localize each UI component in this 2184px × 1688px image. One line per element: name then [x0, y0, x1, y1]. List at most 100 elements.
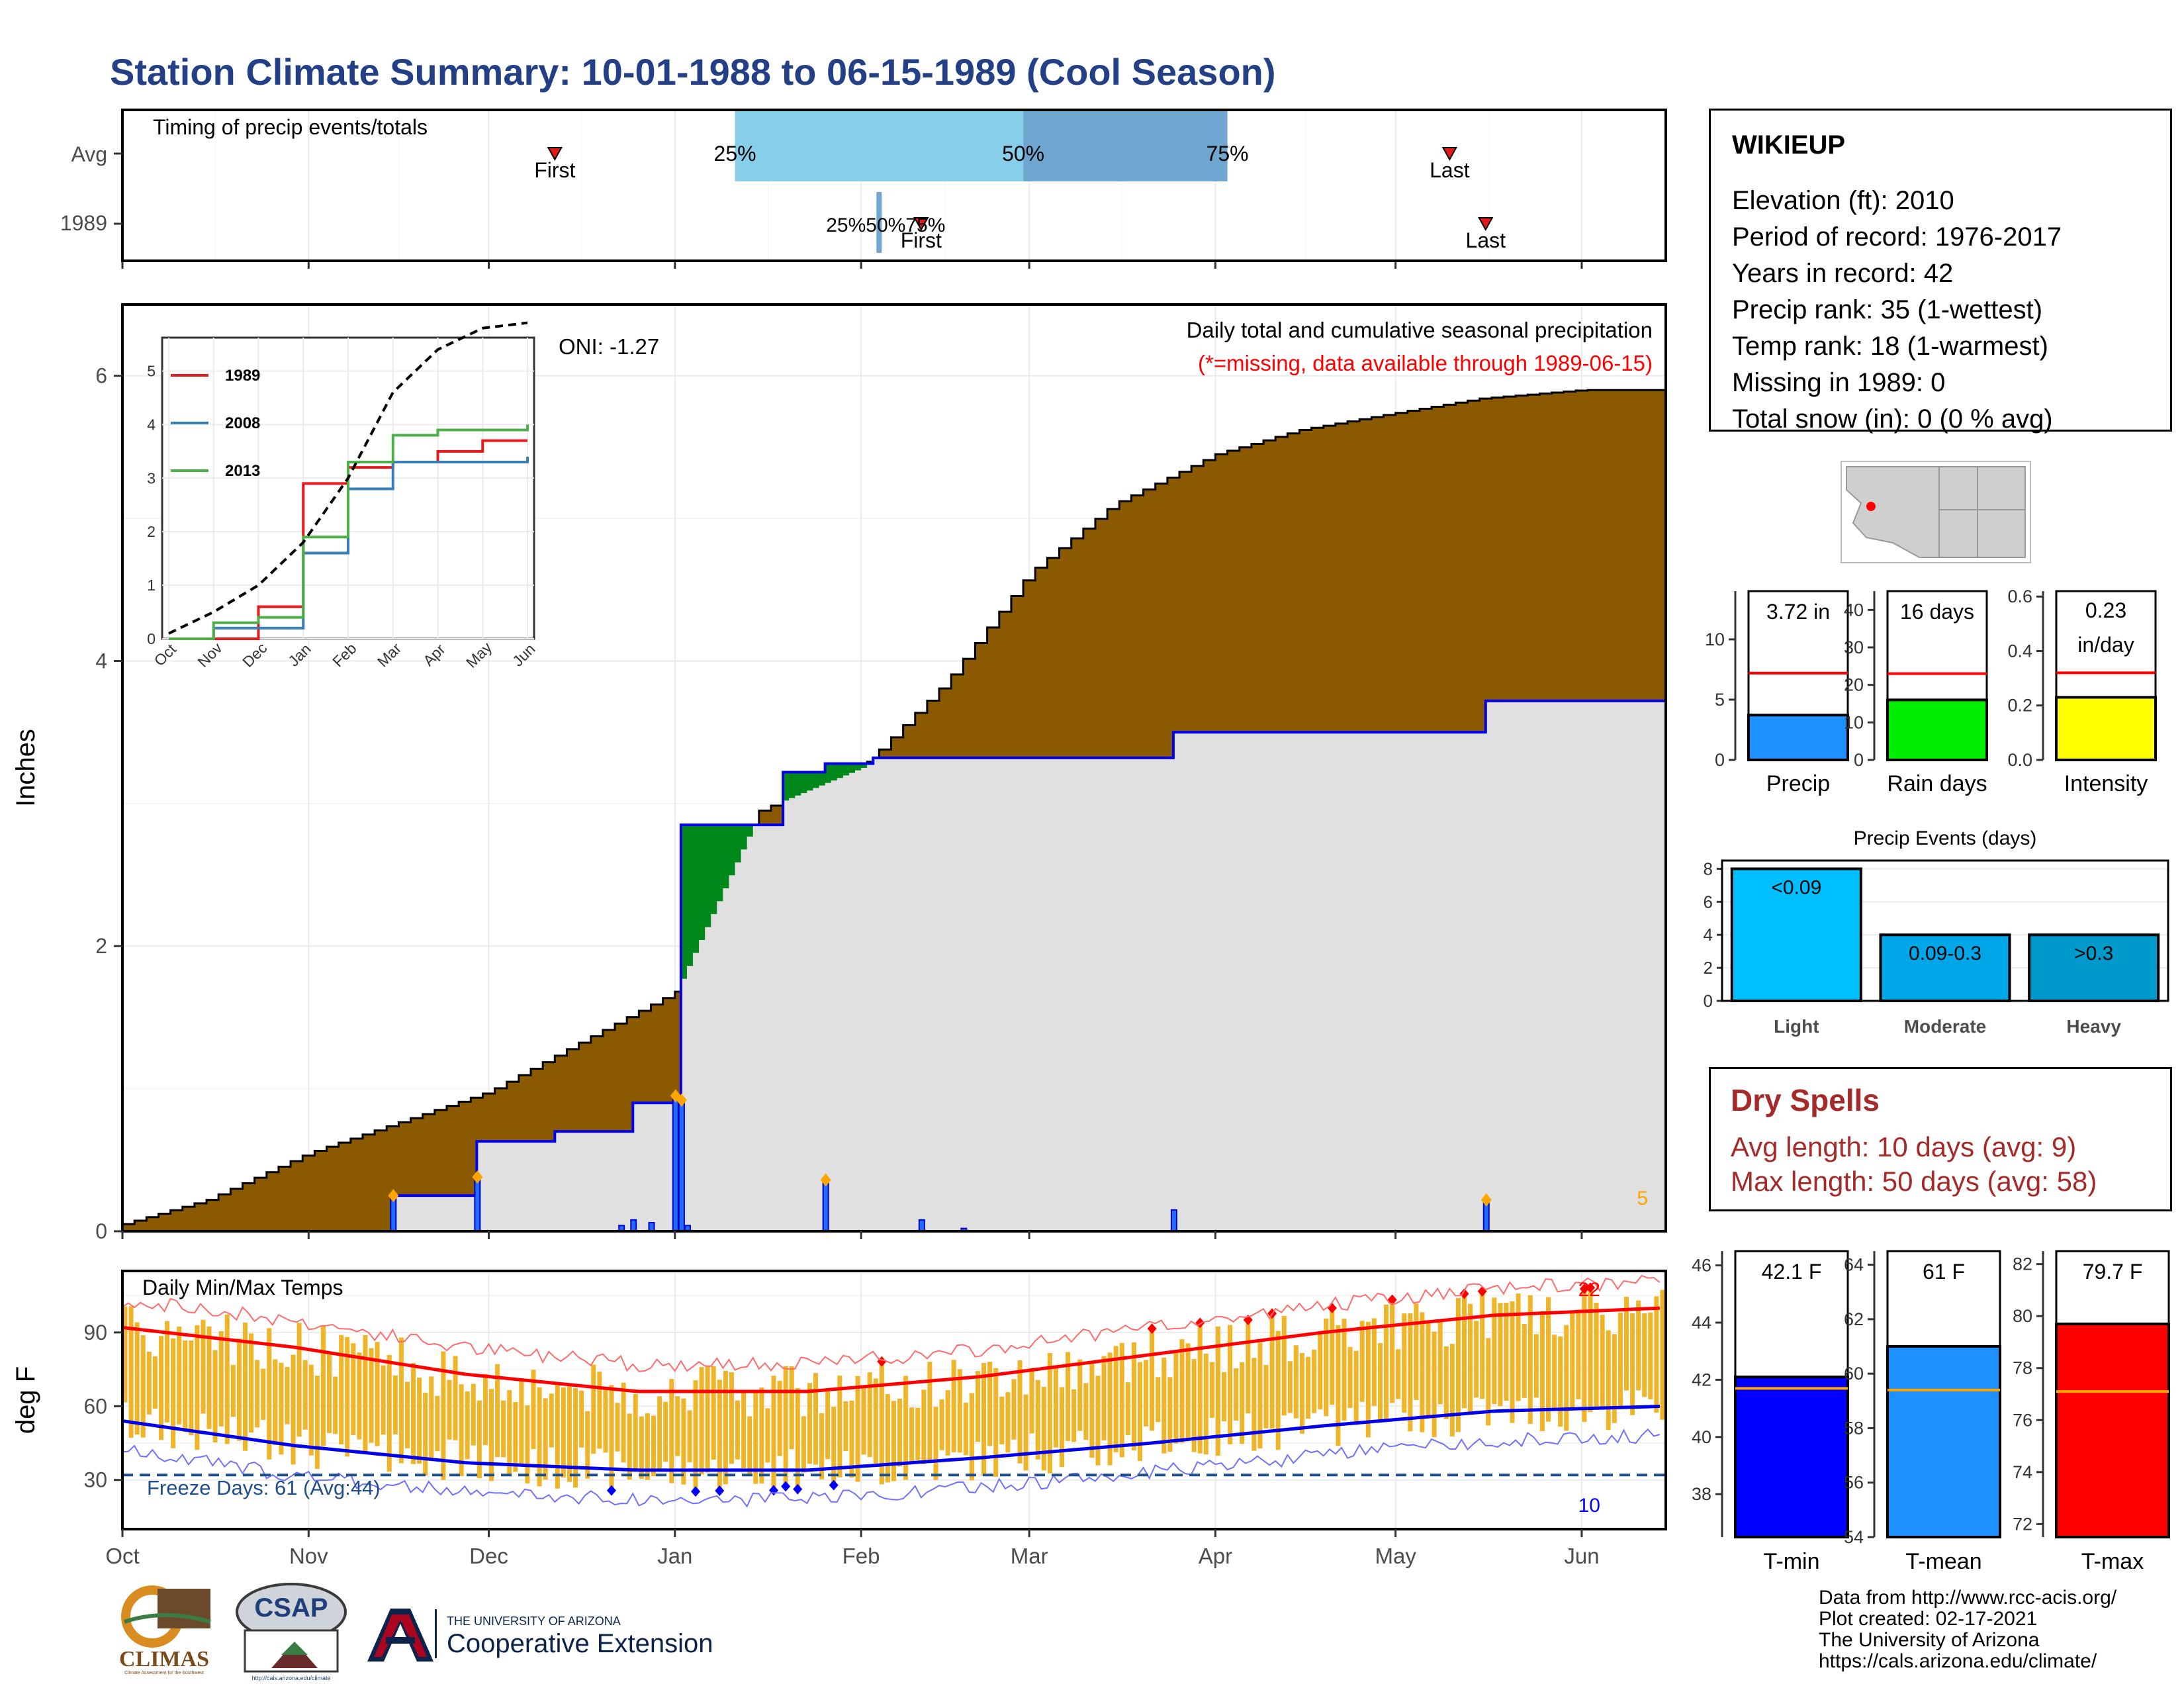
daily-temp-bar — [1101, 1356, 1107, 1440]
daily-temp-bar — [1071, 1389, 1077, 1442]
daily-temp-bar — [1240, 1362, 1245, 1444]
cold-day-marker — [715, 1485, 725, 1497]
daily-temp-bar — [567, 1383, 572, 1482]
cold-day-marker — [781, 1481, 791, 1492]
month-label: Dec — [469, 1544, 508, 1568]
events-bar — [1730, 867, 1862, 1002]
daily-temp-bar — [909, 1407, 915, 1462]
hot-day-marker — [1586, 1282, 1596, 1293]
precip-ytick-label: 6 — [95, 364, 107, 388]
daily-temp-bar — [543, 1398, 548, 1480]
summary-value-label: in/day — [2077, 633, 2134, 657]
daily-temp-bar — [789, 1366, 794, 1450]
summary-category-label: T-max — [2081, 1549, 2144, 1574]
daily-temp-bar — [501, 1400, 506, 1458]
daily-temp-bar — [1125, 1382, 1130, 1436]
temp-ytick-label: 60 — [83, 1394, 107, 1418]
events-ytick-label: 0 — [1704, 991, 1713, 1011]
hot-days-count: 22 — [1578, 1279, 1600, 1301]
daily-temp-bar — [285, 1367, 290, 1425]
summary-ytick-label: 72 — [2013, 1514, 2032, 1534]
summary-ytick-label: 38 — [1692, 1484, 1711, 1504]
summary-ytick-label: 10 — [1844, 712, 1864, 732]
daily-temp-bar — [1029, 1368, 1034, 1434]
ua-logo-top: THE UNIVERSITY OF ARIZONA — [447, 1615, 621, 1628]
precip-summary-bars: 0 5 10 3.72 in Precip 0 10 20 30 40 16 days Rain da… — [1705, 586, 2157, 796]
timing-avg-pct-label: 25% — [714, 142, 756, 165]
cold-day-marker — [829, 1479, 839, 1491]
daily-temp-bar — [681, 1398, 686, 1485]
daily-temp-bar — [879, 1361, 884, 1485]
daily-temp-bar — [249, 1333, 254, 1433]
daily-temp-bar — [291, 1354, 296, 1465]
extreme-precip-marker — [472, 1170, 483, 1184]
daily-temp-bar — [267, 1328, 272, 1460]
daily-temp-bar — [801, 1416, 806, 1473]
daily-temp-bar — [849, 1400, 854, 1478]
dry-spells-avg: Avg length: 10 days (avg: 9) — [1731, 1131, 2077, 1162]
daily-temp-bar — [230, 1364, 236, 1417]
daily-temp-bar — [885, 1394, 890, 1483]
daily-temp-bar — [1222, 1372, 1227, 1422]
daily-temp-bar — [945, 1390, 950, 1456]
daily-temp-bar — [573, 1388, 578, 1488]
summary-bar — [2055, 1322, 2170, 1538]
daily-temp-bar — [183, 1340, 188, 1432]
dry-spells-title: Dry Spells — [1731, 1083, 1880, 1117]
daily-temp-bar — [1191, 1359, 1197, 1452]
missing-note: (*=missing, data available through 1989-… — [1198, 351, 1653, 375]
daily-temp-bar — [891, 1401, 896, 1481]
daily-temp-bar — [777, 1380, 782, 1456]
daily-temp-bar — [477, 1400, 482, 1479]
precip-ytick-label: 4 — [95, 649, 107, 673]
daily-temp-bar — [861, 1386, 866, 1455]
oni-value: ONI: -1.27 — [559, 334, 659, 359]
daily-temp-bar — [1510, 1301, 1515, 1423]
month-label: Jun — [1564, 1544, 1599, 1568]
timing-avg-pct-label: 75% — [1206, 142, 1249, 165]
temp-summary-bars: 38 40 42 44 46 42.1 F T-min 54 56 58 60 62 64 61 F T-m… — [1692, 1250, 2170, 1574]
daily-temp-bar — [1516, 1293, 1521, 1401]
extreme-precip-marker — [820, 1173, 831, 1187]
hot-day-marker — [1387, 1294, 1397, 1305]
summary-ytick-label: 46 — [1692, 1256, 1711, 1276]
summary-ytick-label: 82 — [2013, 1254, 2032, 1274]
daily-temp-bar — [1347, 1346, 1353, 1408]
hot-day-marker — [877, 1356, 887, 1367]
daily-temp-bar — [627, 1413, 632, 1480]
daily-temp-bar — [1287, 1361, 1293, 1413]
daily-temp-bar — [453, 1356, 458, 1440]
temp-ytick-label: 30 — [83, 1468, 107, 1492]
daily-temp-bar — [1449, 1343, 1455, 1437]
daily-temp-bar — [1342, 1319, 1347, 1421]
daily-temp-bar — [1299, 1352, 1304, 1434]
climas-logo-subtext: Climate Assessment for the Southwest — [124, 1671, 204, 1675]
daily-precip-bar — [918, 1219, 925, 1233]
daily-temp-bar — [1197, 1323, 1203, 1454]
daily-temp-bar — [1432, 1331, 1437, 1437]
daily-temp-bar — [1257, 1342, 1263, 1449]
daily-temp-bar — [255, 1360, 260, 1428]
daily-temp-bar — [1371, 1318, 1377, 1406]
daily-temp-bar — [1156, 1377, 1161, 1423]
timing-1989-first-marker — [913, 217, 929, 232]
daily-temp-bar — [675, 1396, 680, 1456]
daily-temp-bar — [1642, 1313, 1647, 1397]
inset-legend-label: 2013 — [225, 462, 260, 480]
daily-temp-bar — [171, 1338, 176, 1448]
daily-temp-bar — [1533, 1334, 1539, 1398]
daily-temp-bar — [867, 1372, 872, 1458]
record-min-line — [122, 1428, 1661, 1508]
daily-temp-bar — [375, 1342, 380, 1446]
daily-temp-bar — [320, 1325, 326, 1446]
daily-temp-bar — [459, 1384, 464, 1476]
daily-temp-bar — [206, 1326, 212, 1429]
timing-1989-pct-bar — [876, 192, 882, 253]
daily-temp-bar — [339, 1335, 344, 1444]
daily-temp-bar — [417, 1378, 422, 1464]
month-label: Apr — [1199, 1544, 1232, 1568]
daily-temp-bar — [134, 1322, 140, 1435]
daily-temp-bar — [1384, 1304, 1389, 1420]
station-snow: Total snow (in): 0 (0 % avg) — [1732, 404, 2053, 434]
daily-temp-bar — [747, 1416, 752, 1475]
